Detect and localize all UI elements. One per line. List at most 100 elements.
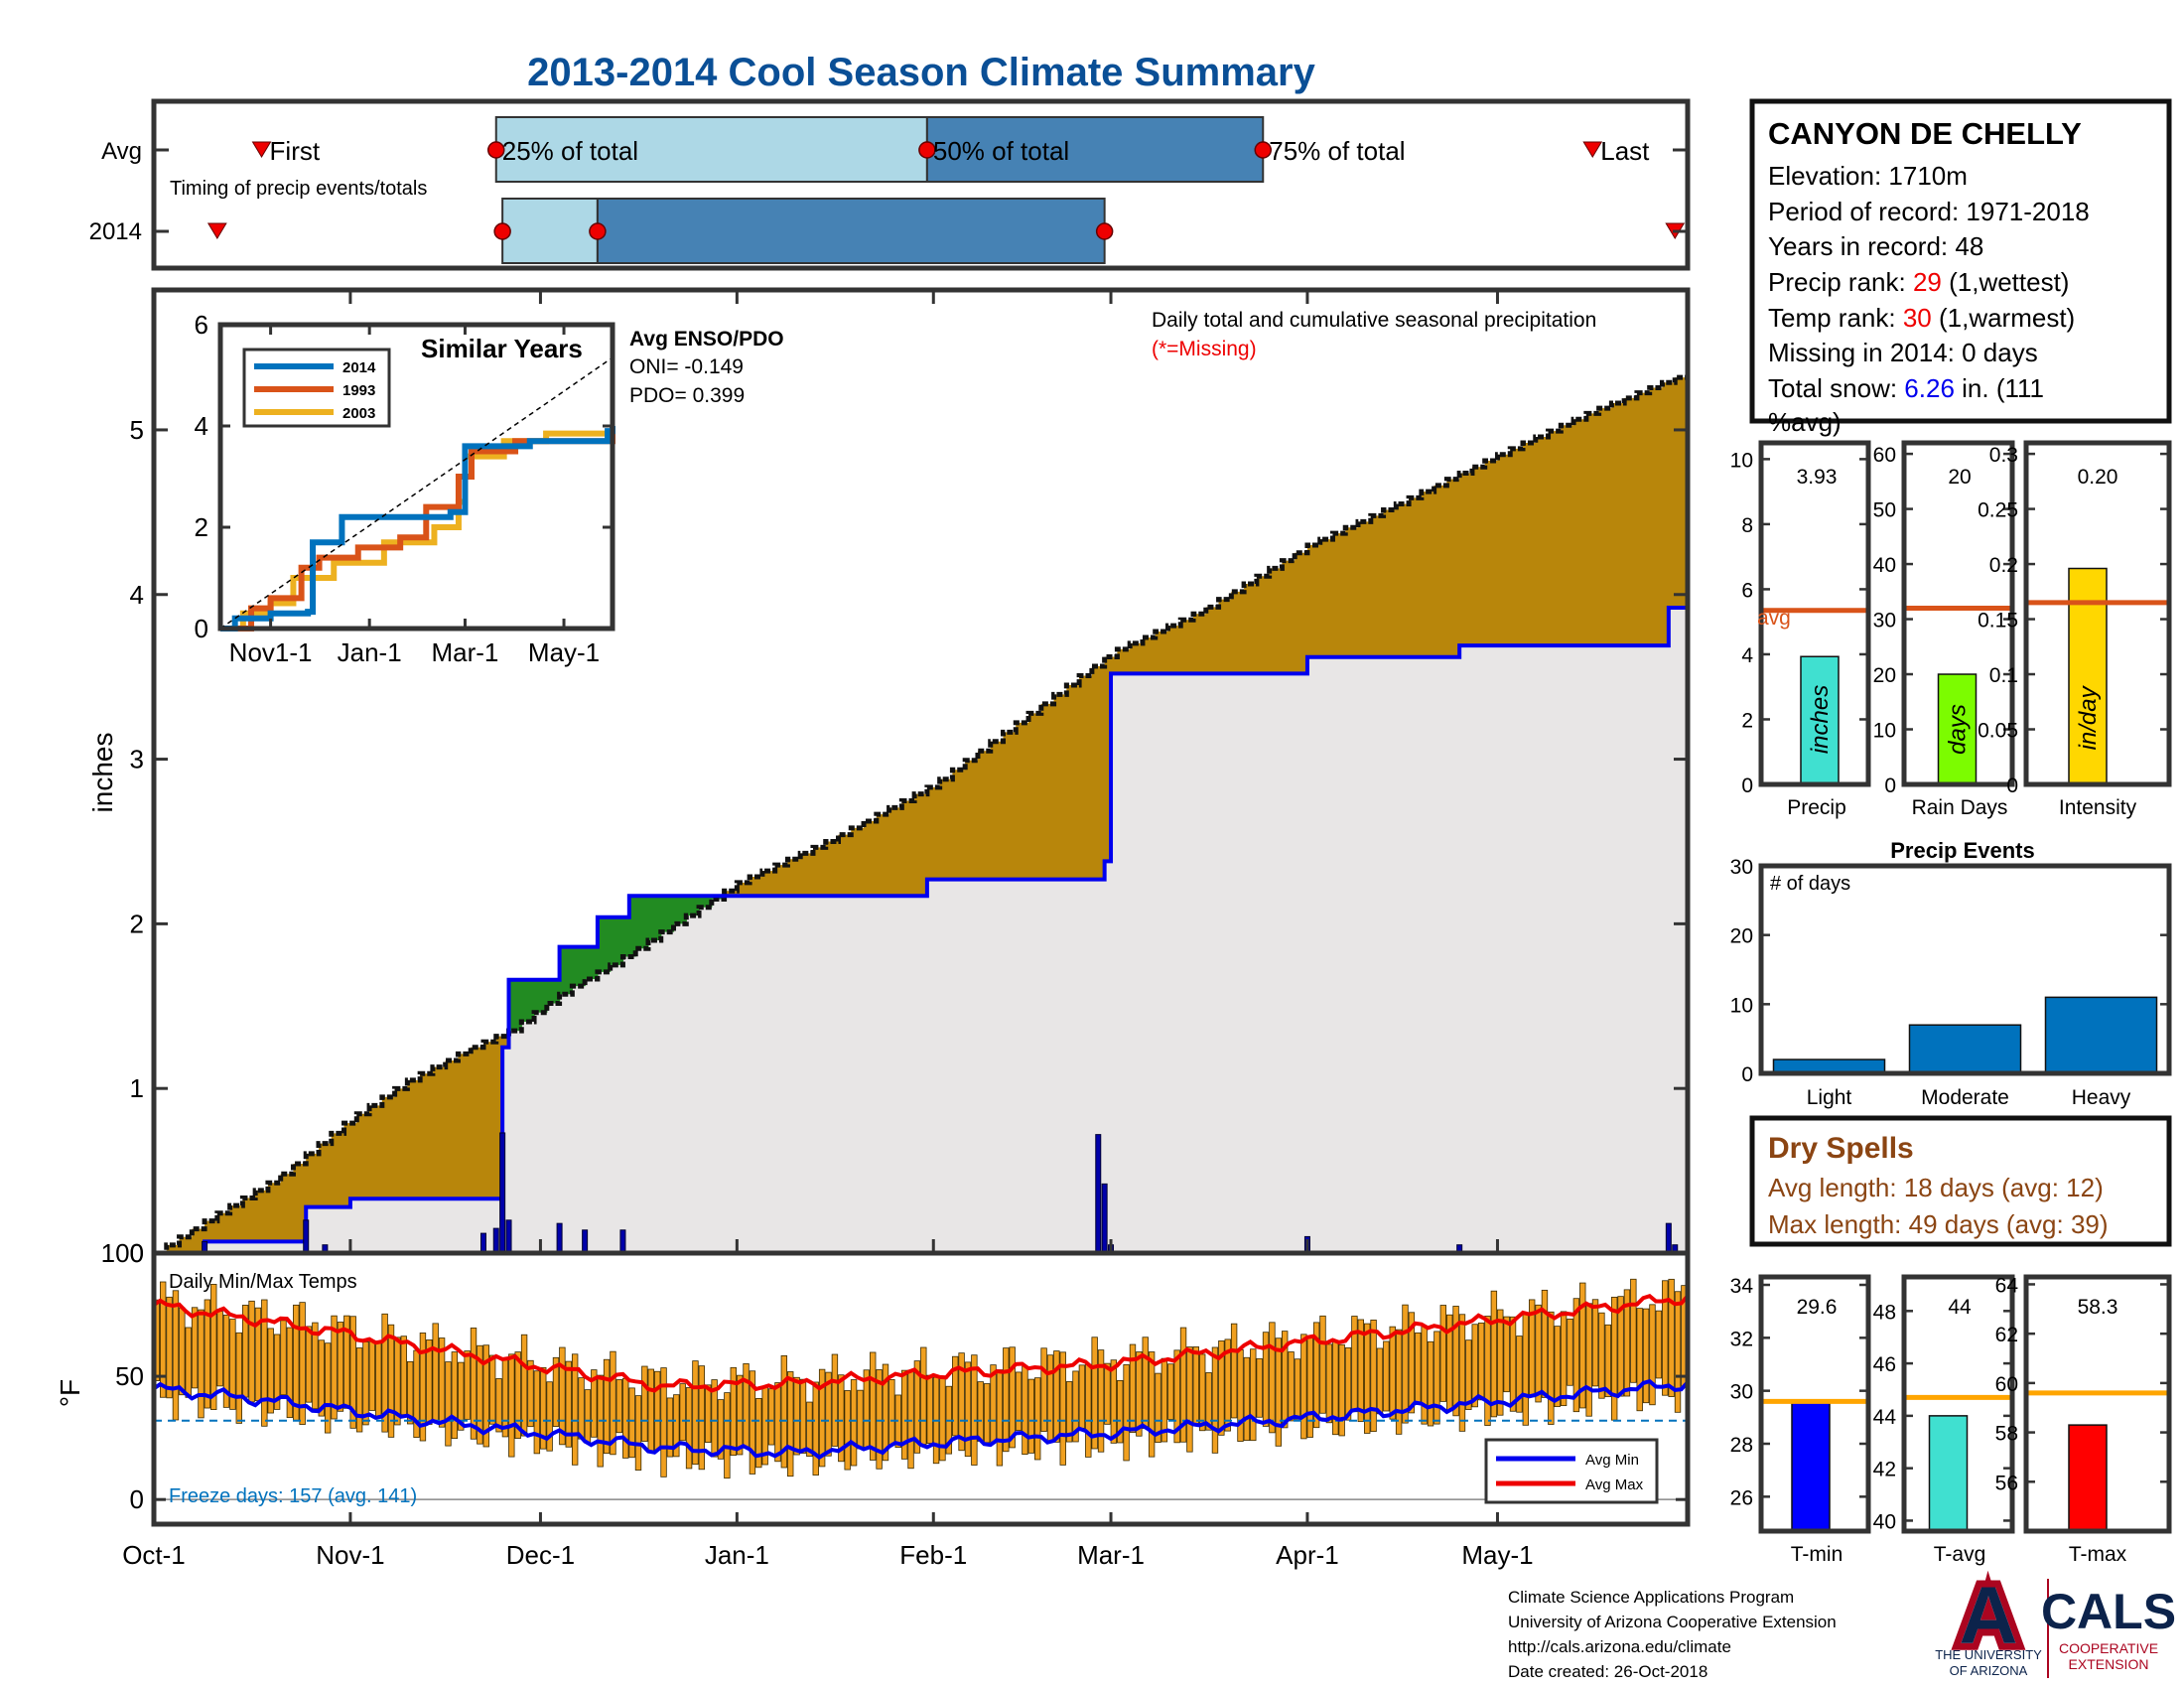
daily-temp-bar bbox=[273, 1334, 281, 1410]
footer-line-2: University of Arizona Cooperative Extens… bbox=[1508, 1613, 1837, 1631]
daily-temp-bar bbox=[488, 1354, 496, 1425]
events-tick-label: 30 bbox=[1730, 856, 1753, 879]
daily-precip-bar bbox=[505, 1219, 512, 1254]
intensity-summary-tick-label: 0.05 bbox=[1978, 720, 2018, 743]
daily-temp-bar bbox=[191, 1307, 199, 1389]
dry-spells-max: Max length: 49 days (avg: 39) bbox=[1768, 1209, 2109, 1239]
timing-frame bbox=[151, 98, 1691, 271]
tmin-summary-label: T-min bbox=[1791, 1543, 1843, 1566]
intensity-summary-tick-label: 0.1 bbox=[1989, 664, 2018, 687]
daily-temp-bar bbox=[774, 1382, 781, 1463]
timing-row-2014: 2014 bbox=[89, 218, 142, 245]
daily-temp-bar bbox=[1668, 1278, 1675, 1397]
daily-temp-bar bbox=[882, 1363, 889, 1462]
daily-temp-bar bbox=[198, 1309, 205, 1419]
daily-temp-bar bbox=[1097, 1349, 1105, 1453]
precip-caption: Daily total and cumulative seasonal prec… bbox=[1152, 309, 1596, 332]
daily-temp-bar bbox=[1490, 1290, 1498, 1418]
inset-y-tick-label: 4 bbox=[195, 411, 208, 441]
daily-temp-bar bbox=[1256, 1357, 1263, 1418]
daily-temp-bar bbox=[1243, 1356, 1251, 1442]
temp-caption: Daily Min/Max Temps bbox=[169, 1271, 357, 1293]
daily-temp-bar bbox=[666, 1397, 674, 1458]
daily-temp-bar bbox=[767, 1388, 775, 1446]
daily-temp-bar bbox=[1300, 1334, 1307, 1440]
daily-temp-bar bbox=[362, 1340, 369, 1426]
daily-temp-bar bbox=[698, 1365, 706, 1471]
daily-temp-bar bbox=[1155, 1372, 1161, 1444]
page-title: 2013-2014 Cool Season Climate Summary bbox=[527, 51, 1315, 94]
ua-logo-mark: A bbox=[1959, 1571, 2017, 1661]
month-tick-label: Nov-1 bbox=[316, 1540, 384, 1570]
events-title: Precip Events bbox=[1890, 838, 2035, 863]
timing-y2014-pct-marker bbox=[1095, 222, 1114, 240]
rain-days-summary-tick-label: 50 bbox=[1873, 499, 1896, 522]
dry-spells-box: Dry Spells Avg length: 18 days (avg: 12)… bbox=[1749, 1115, 2172, 1247]
daily-temp-bar bbox=[1433, 1331, 1440, 1425]
daily-temp-bar bbox=[1484, 1316, 1491, 1426]
daily-temp-bar bbox=[1294, 1358, 1301, 1420]
precip-chart: 0 1 2 3 4 5 inches Daily total and cumulative… bbox=[87, 287, 1691, 1268]
timing-75pct-label: 75% of total bbox=[1269, 136, 1405, 166]
daily-temp-bar bbox=[1199, 1353, 1206, 1432]
daily-temp-bar bbox=[628, 1387, 635, 1459]
daily-temp-bar bbox=[1015, 1371, 1023, 1431]
daily-temp-bar bbox=[1439, 1305, 1446, 1402]
daily-precip-bar bbox=[499, 1132, 506, 1254]
daily-temp-bar bbox=[1389, 1326, 1396, 1420]
month-tick-label: Oct-1 bbox=[122, 1540, 186, 1570]
daily-temp-bar bbox=[610, 1350, 616, 1456]
daily-temp-bar bbox=[1465, 1339, 1472, 1410]
daily-temp-bar bbox=[495, 1378, 502, 1433]
daily-temp-bar bbox=[622, 1377, 629, 1459]
event-bar-heavy bbox=[2044, 996, 2158, 1074]
daily-temp-bar bbox=[1535, 1304, 1542, 1403]
daily-temp-bar bbox=[603, 1358, 611, 1455]
daily-temp-bar bbox=[1427, 1340, 1434, 1427]
daily-temp-bar bbox=[888, 1378, 895, 1446]
precip-summary-tick-label: 10 bbox=[1730, 449, 1753, 472]
daily-temp-bar bbox=[1655, 1310, 1663, 1379]
daily-temp-bar bbox=[210, 1283, 217, 1410]
daily-temp-bar bbox=[1003, 1347, 1010, 1453]
daily-temp-bar bbox=[337, 1322, 344, 1412]
daily-temp-bar bbox=[634, 1395, 642, 1471]
precip-y-label: inches bbox=[87, 733, 118, 813]
oni-value: ONI= -0.149 bbox=[629, 355, 744, 378]
daily-precip-bar bbox=[492, 1227, 499, 1254]
daily-temp-bar bbox=[1319, 1315, 1326, 1414]
daily-temp-bar bbox=[1078, 1364, 1086, 1429]
tmax-summary-tick-label: 64 bbox=[1995, 1274, 2019, 1297]
daily-temp-bar bbox=[857, 1389, 864, 1450]
temp-y-label: °F bbox=[55, 1379, 85, 1407]
tmax-summary-tick-label: 62 bbox=[1995, 1324, 2018, 1346]
daily-temp-bar bbox=[387, 1324, 395, 1438]
rain-days-summary-unit: days bbox=[1945, 704, 1972, 755]
daily-precip-bar bbox=[1665, 1222, 1672, 1254]
daily-temp-bar bbox=[1282, 1331, 1289, 1429]
station-name: CANYON DE CHELLY bbox=[1768, 116, 2082, 151]
dry-spells-avg: Avg length: 18 days (avg: 12) bbox=[1768, 1173, 2104, 1202]
daily-temp-bar bbox=[527, 1359, 534, 1428]
daily-temp-bar bbox=[660, 1367, 667, 1477]
daily-temp-bar bbox=[1402, 1304, 1409, 1424]
daily-temp-bar bbox=[1395, 1329, 1403, 1435]
timing-y2014-pct-marker bbox=[493, 222, 511, 240]
daily-temp-bar bbox=[1522, 1313, 1529, 1426]
daily-temp-bar bbox=[1598, 1312, 1605, 1399]
daily-temp-bar bbox=[229, 1319, 236, 1410]
daily-temp-bar bbox=[222, 1314, 230, 1408]
timing-y2014-endpoint-marker bbox=[206, 222, 227, 239]
daily-temp-bar bbox=[743, 1363, 750, 1449]
daily-temp-bar bbox=[514, 1351, 521, 1439]
missing-note: (*=Missing) bbox=[1152, 338, 1257, 360]
timing-caption: Timing of precip events/totals bbox=[170, 178, 427, 200]
timing-avg-pct-marker bbox=[918, 141, 936, 159]
timing-avg-endpoint-marker bbox=[251, 141, 272, 158]
precip-y-tick-label: 5 bbox=[130, 415, 144, 445]
precip-summary-tick-label: 8 bbox=[1741, 514, 1753, 537]
footer-line-1: Climate Science Applications Program bbox=[1508, 1588, 1794, 1607]
precip-summary-label: Precip bbox=[1787, 796, 1846, 819]
daily-temp-bar bbox=[1630, 1278, 1637, 1383]
daily-temp-bar bbox=[1179, 1327, 1187, 1443]
